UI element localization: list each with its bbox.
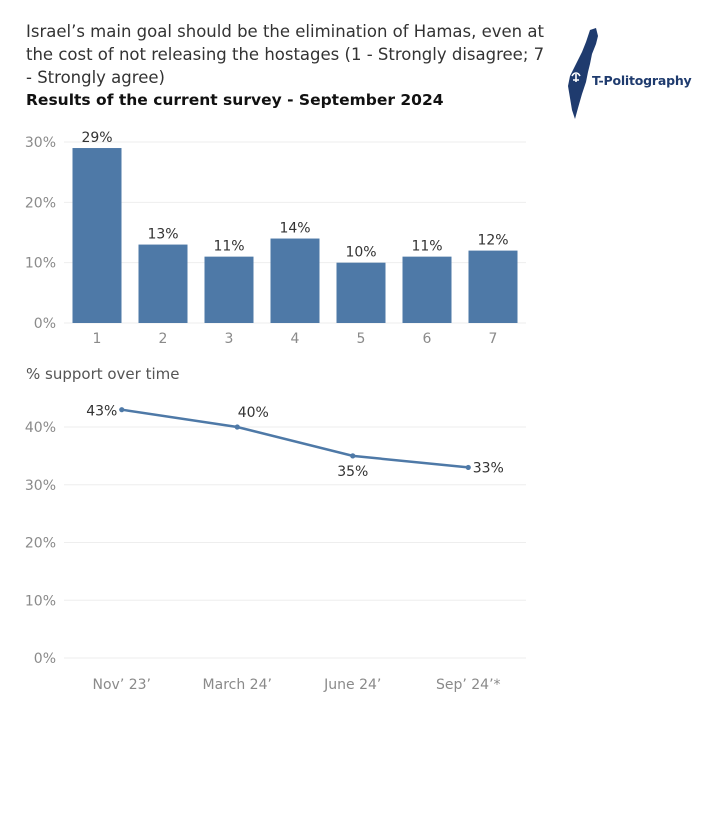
data-point — [119, 407, 125, 413]
point-data-label: 43% — [86, 404, 117, 420]
bar-data-label: 10% — [345, 245, 376, 261]
x-tick-label: 1 — [93, 331, 102, 347]
x-tick-label: Sep’ 24’* — [436, 677, 501, 693]
bar — [402, 256, 452, 323]
y-tick-label: 30% — [25, 478, 56, 494]
bar-data-label: 14% — [279, 221, 310, 237]
chart-subtitle: Results of the current survey - Septembe… — [26, 91, 444, 109]
bar-data-label: 11% — [411, 239, 442, 255]
logo-text: T-Politography — [592, 73, 692, 88]
x-tick-label: 6 — [423, 331, 432, 347]
y-tick-label: 0% — [34, 651, 56, 667]
bar — [270, 238, 320, 323]
y-tick-label: 30% — [25, 135, 56, 151]
x-tick-label: 2 — [159, 331, 168, 347]
bar — [72, 148, 122, 323]
point-data-label: 35% — [337, 464, 368, 480]
y-tick-label: 20% — [25, 536, 56, 552]
y-tick-label: 10% — [25, 593, 56, 609]
x-tick-label: Nov’ 23’ — [93, 677, 152, 693]
y-tick-label: 20% — [25, 195, 56, 211]
series-line — [121, 408, 469, 469]
x-tick-label: 7 — [489, 331, 498, 347]
support-line-chart: 0% 10% 20% 30% 40% 43% Nov’ 23’ 40% March 24’ 35%… — [25, 404, 526, 693]
data-point — [465, 464, 471, 471]
x-tick-label: 4 — [291, 331, 300, 347]
bar — [468, 250, 518, 323]
data-point — [350, 453, 356, 459]
x-tick-label: 5 — [357, 331, 366, 347]
y-tick-label: 40% — [25, 420, 56, 436]
x-tick-label: March 24’ — [203, 677, 272, 693]
x-tick-label: June 24’ — [323, 677, 381, 693]
point-data-label: 33% — [473, 460, 504, 476]
x-tick-label: 3 — [225, 331, 234, 347]
bar-data-label: 13% — [147, 227, 178, 243]
bar — [138, 244, 188, 323]
line-chart-title: % support over time — [26, 365, 180, 383]
bar-data-label: 29% — [81, 130, 112, 146]
point-data-label: 40% — [238, 405, 269, 421]
data-point — [234, 424, 240, 430]
bar-data-label: 12% — [477, 233, 508, 249]
y-tick-label: 10% — [25, 256, 56, 272]
y-tick-label: 0% — [34, 316, 56, 332]
distribution-bar-chart: 0% 10% 20% 30% 29% 1 13% 2 11% 3 14% 4 10% 5 11% 6 12% 7 — [25, 130, 526, 347]
chart-title: Israel’s main goal should be the elimina… — [26, 22, 545, 87]
bar-data-label: 11% — [213, 239, 244, 255]
bar — [336, 262, 386, 323]
bar — [204, 256, 254, 323]
israel-map-icon — [568, 28, 598, 119]
